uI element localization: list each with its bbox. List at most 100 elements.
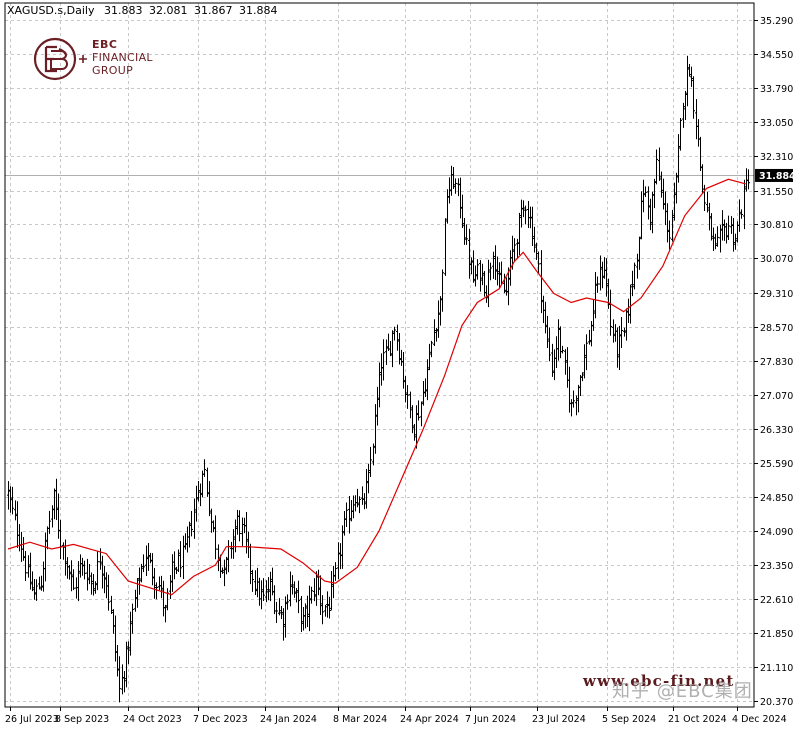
- ohlc-bar: [492, 251, 495, 279]
- ohlc-bar: [385, 339, 388, 365]
- low-value: 31.867: [193, 4, 233, 17]
- ohlc-bar: [374, 404, 377, 454]
- ohlc-bar: [260, 580, 263, 610]
- ohlc-bar: [465, 224, 468, 245]
- ohlc-bar: [699, 136, 702, 172]
- ohlc-bar: [286, 594, 289, 610]
- ohlc-bar: [326, 591, 329, 618]
- ohlc-bar: [662, 178, 665, 210]
- ohlc-bar: [623, 327, 626, 337]
- ohlc-bar: [708, 202, 711, 231]
- ohlc-bar: [518, 212, 521, 256]
- ohlc-bar: [186, 526, 189, 553]
- current-price-badge: [755, 168, 793, 182]
- y-tick-label: 32.310: [760, 152, 793, 163]
- ohlc-bar: [625, 308, 628, 341]
- ohlc-bar: [86, 558, 89, 591]
- y-tick-label: 25.590: [760, 459, 793, 470]
- ohlc-bar: [481, 263, 484, 286]
- ohlc-bar: [238, 510, 241, 542]
- ohlc-bar: [727, 215, 730, 240]
- ohlc-bar: [668, 220, 671, 250]
- ohlc-bar: [53, 488, 56, 520]
- y-tick-label: 20.370: [760, 697, 793, 708]
- ohlc-bar: [542, 295, 545, 324]
- ohlc-bar: [24, 550, 27, 582]
- ohlc-bar: [334, 562, 337, 581]
- ohlc-bar: [96, 550, 99, 591]
- ohlc-bar: [284, 596, 287, 638]
- ohlc-bar: [459, 177, 462, 219]
- ohlc-bar: [48, 510, 51, 534]
- ohlc-bar: [9, 486, 12, 513]
- ohlc-bar: [29, 552, 32, 590]
- ohlc-bar: [88, 563, 91, 585]
- ohlc-bar: [265, 580, 268, 603]
- ohlc-bar: [83, 560, 86, 580]
- ohlc-bar: [269, 571, 272, 602]
- ohlc-bar: [738, 199, 741, 232]
- x-tick-label: 24 Apr 2024: [400, 714, 459, 725]
- logo-line-3: GROUP: [92, 64, 134, 77]
- ohlc-bar: [51, 505, 54, 528]
- ohlc-bar: [633, 262, 636, 290]
- ohlc-bar: [367, 463, 370, 494]
- ohlc-bar: [105, 572, 108, 599]
- ohlc-bar: [415, 405, 418, 449]
- ohlc-bar: [208, 481, 211, 517]
- ohlc-bar: [249, 543, 252, 585]
- ohlc-bar: [302, 606, 305, 631]
- ohlc-bar: [660, 171, 663, 198]
- ohlc-bar: [310, 586, 313, 604]
- ohlc-bar: [77, 561, 80, 602]
- ohlc-bar: [16, 501, 19, 548]
- ohlc-bar: [112, 609, 115, 634]
- chart-header: XAGUSD.s,Daily 31.883 32.081 31.867 31.8…: [7, 4, 280, 17]
- ohlc-bar: [640, 191, 643, 240]
- ohlc-bar: [62, 542, 65, 560]
- ohlc-bar: [66, 557, 69, 579]
- x-tick-label: 7 Jun 2024: [465, 714, 516, 725]
- ohlc-bar: [498, 262, 501, 289]
- ohlc-bar: [251, 569, 254, 592]
- ohlc-bar: [527, 200, 530, 229]
- ohlc-bar: [612, 319, 615, 343]
- ohlc-bar: [529, 206, 532, 229]
- ohlc-bar: [655, 149, 658, 185]
- ohlc-bar: [372, 443, 375, 466]
- ohlc-bar: [712, 227, 715, 252]
- watermark-zhihu: 知乎 @EBC集团: [612, 681, 753, 702]
- ohlc-bar: [420, 401, 423, 427]
- ohlc-bar: [227, 540, 230, 573]
- ohlc-bar: [513, 238, 516, 262]
- y-tick-label: 21.850: [760, 629, 793, 640]
- ohlc-bar: [197, 481, 200, 502]
- ohlc-bar: [666, 203, 669, 243]
- ohlc-bar: [7, 481, 10, 510]
- ohlc-bar: [716, 226, 719, 247]
- logo-line-2: FINANCIAL: [92, 51, 153, 64]
- ohlc-bar: [138, 567, 141, 595]
- ohlc-bar: [710, 213, 713, 241]
- ohlc-bar: [520, 199, 523, 228]
- x-tick-label: 24 Jan 2024: [260, 714, 317, 725]
- ohlc-bar: [747, 169, 750, 190]
- ohlc-bar: [457, 178, 460, 197]
- ohlc-bar: [31, 571, 34, 592]
- ohlc-bar: [38, 576, 41, 590]
- ohlc-bar: [638, 236, 641, 270]
- ohlc-bar: [184, 533, 187, 550]
- ohlc-bar: [182, 535, 185, 579]
- ohlc-bar: [280, 605, 283, 620]
- ohlc-bar: [40, 575, 43, 591]
- ohlc-bar: [92, 574, 95, 596]
- ohlc-bar: [463, 218, 466, 245]
- ohlc-bar: [537, 251, 540, 274]
- ohlc-bar: [730, 216, 733, 234]
- ohlc-bar: [697, 119, 700, 147]
- ohlc-bar: [609, 289, 612, 336]
- ohlc-bar: [254, 570, 257, 595]
- ohlc-bar: [247, 531, 250, 559]
